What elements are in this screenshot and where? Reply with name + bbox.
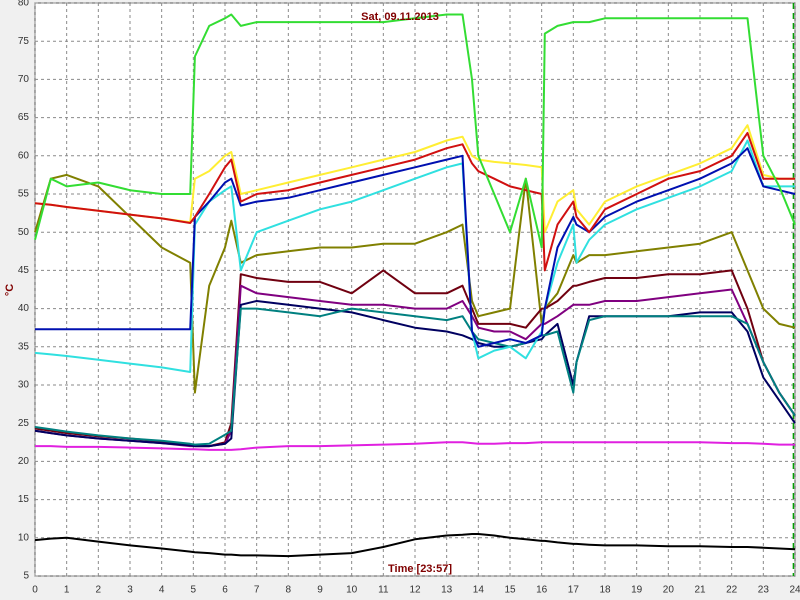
y-tick-label: 5 — [23, 571, 29, 582]
x-tick-label: 24 — [789, 585, 800, 596]
x-tick-label: 22 — [726, 585, 738, 596]
y-tick-label: 35 — [18, 341, 30, 352]
x-tick-label: 6 — [222, 585, 228, 596]
y-tick-label: 45 — [18, 265, 30, 276]
x-tick-label: 17 — [568, 585, 580, 596]
x-tick-label: 11 — [378, 585, 389, 596]
x-tick-label: 19 — [631, 585, 643, 596]
series-line — [34, 307, 796, 446]
x-tick-label: 7 — [254, 585, 260, 596]
y-tick-label: 30 — [18, 380, 30, 391]
y-tick-label: 60 — [18, 150, 30, 161]
series-line — [35, 147, 796, 348]
x-tick-label: 5 — [191, 585, 197, 596]
y-tick-label: 50 — [18, 227, 30, 238]
y-tick-label: 15 — [18, 494, 30, 505]
x-tick-label: 1 — [64, 585, 70, 596]
chart-title: Sat, 09.11.2013 — [361, 11, 439, 23]
x-tick-label: 12 — [409, 585, 421, 596]
x-tick-label: 15 — [504, 585, 516, 596]
series-line — [35, 441, 795, 451]
y-tick-label: 70 — [18, 74, 30, 85]
x-axis-label: Time [23:57] — [388, 563, 452, 575]
y-tick-label: 25 — [18, 418, 30, 429]
x-tick-label: 2 — [96, 585, 102, 596]
x-tick-label: 23 — [758, 585, 770, 596]
x-tick-label: 20 — [663, 585, 675, 596]
y-axis-label: °C — [4, 284, 16, 296]
y-tick-label: 10 — [18, 532, 30, 543]
y-tick-label: 20 — [18, 456, 30, 467]
x-tick-label: 10 — [346, 585, 358, 596]
series-line — [34, 13, 796, 249]
y-tick-label: 55 — [18, 189, 30, 200]
x-tick-label: 18 — [599, 585, 611, 596]
y-tick-label: 80 — [18, 0, 30, 9]
x-tick-label: 13 — [441, 585, 453, 596]
series-line — [34, 533, 796, 558]
y-tick-label: 65 — [18, 112, 30, 123]
x-tick-label: 3 — [127, 585, 133, 596]
y-tick-label: 75 — [18, 36, 30, 47]
x-tick-label: 0 — [32, 585, 38, 596]
plot-area — [34, 2, 796, 577]
series-line — [34, 131, 795, 272]
x-tick-label: 14 — [473, 585, 485, 596]
x-tick-label: 8 — [286, 585, 292, 596]
lines — [34, 3, 796, 576]
series-line — [34, 124, 795, 234]
y-tick-label: 40 — [18, 303, 30, 314]
x-tick-label: 4 — [159, 585, 165, 596]
x-tick-label: 21 — [694, 585, 706, 596]
x-tick-label: 9 — [317, 585, 323, 596]
x-tick-label: 16 — [536, 585, 548, 596]
